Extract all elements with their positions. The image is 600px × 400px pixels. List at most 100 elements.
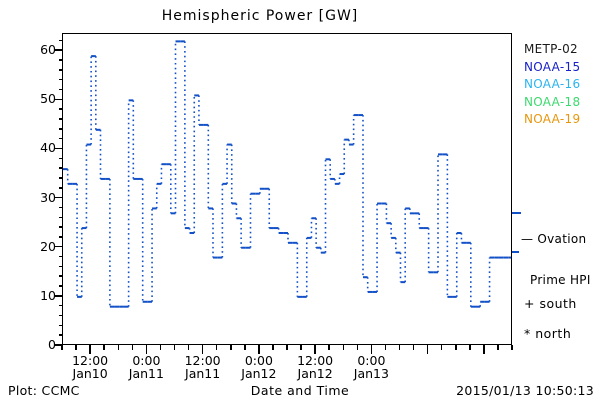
x-tick-label: 0:00 Jan12 [219,354,299,380]
ovation-prime-hpi-trace [63,40,511,308]
x-axis-label: Date and Time [250,383,350,398]
x-tick-minor [497,345,499,350]
y-tick-minor [58,206,63,209]
y-tick-minor [58,187,63,189]
y-tick-minor [58,265,63,268]
x-tick-minor [215,345,218,350]
x-tick-minor [117,345,119,350]
x-tick-minor [103,345,105,350]
y-tick-major [55,196,63,199]
y-tick-minor [58,216,63,218]
y-tick-minor [58,255,63,258]
x-tick-time: 0:00 [357,353,386,368]
y-tick-minor [58,275,63,277]
x-tick-minor [272,345,274,350]
x-tick-label: 12:00 Jan10 [50,354,130,380]
x-tick-time: 0:00 [244,353,273,368]
y-tick-minor [58,236,63,238]
y-tick-label: 40 [40,140,56,156]
x-tick-time: 0:00 [132,353,161,368]
y-tick-minor [58,177,63,179]
y-tick-label: 0 [48,337,56,352]
y-tick-minor [58,88,63,91]
y-tick-major [55,49,63,51]
x-tick-date: Jan13 [353,366,389,381]
y-tick-label: 20 [40,238,56,254]
x-tick-major [145,345,148,354]
x-tick-minor [342,345,344,350]
y-tick-label: 60 [40,42,56,58]
x-tick-minor [131,345,134,350]
x-tick-major [89,345,91,354]
legend-ovation-line2: Prime HPI [530,272,591,287]
x-tick-minor [412,345,415,350]
x-tick-minor [469,345,471,350]
x-tick-minor [328,345,330,350]
y-tick-minor [58,314,63,317]
x-tick-minor [75,345,77,350]
y-axis-tick-labels: 0 10 20 30 40 50 60 [28,0,56,400]
x-tick-major [314,345,316,354]
x-tick-major [201,345,204,354]
y-tick-major [55,147,63,150]
x-tick-date: Jan11 [128,366,164,381]
y-tick-minor [58,108,63,110]
y-tick-minor [58,167,63,169]
x-tick-time: 12:00 [184,353,221,368]
legend-entry-noaa-15: NOAA-15 [524,59,581,74]
x-tick-major [426,345,429,354]
legend-ovation-tick [512,212,521,214]
x-tick-minor [159,345,162,350]
x-tick-label: 12:00 Jan11 [163,354,243,380]
x-tick-date: Jan12 [297,366,333,381]
x-tick-minor [187,345,190,350]
y-tick-minor [58,69,63,71]
footer-plot-source: Plot: CCMC [8,383,80,398]
x-tick-minor [511,345,513,350]
y-tick-major [55,98,63,101]
legend-symbol-south: + south [524,296,577,311]
legend-satellites: METP-02 NOAA-15 NOAA-16 NOAA-18 NOAA-19 [524,41,600,129]
x-tick-minor [398,345,401,350]
x-tick-time: 12:00 [297,353,334,368]
y-tick-label: 30 [40,189,56,205]
y-axis-ticks [54,33,63,346]
y-tick-minor [58,137,63,140]
x-tick-minor [300,345,302,350]
chart-title: Hemispheric Power [GW] [161,8,359,24]
y-tick-label: 50 [40,91,56,107]
x-tick-minor [173,345,176,350]
x-tick-major [483,345,485,354]
y-tick-minor [58,128,63,130]
x-tick-minor [286,345,288,350]
x-tick-date: Jan11 [185,366,221,381]
x-tick-date: Jan12 [241,366,277,381]
y-tick-minor [58,59,63,61]
x-axis-ticks [61,345,513,355]
y-tick-minor [58,39,63,42]
y-tick-minor [58,285,63,287]
x-tick-label: 0:00 Jan13 [331,354,411,380]
y-tick-minor [58,324,63,327]
x-axis-tick-labels: 12:00 Jan10 0:00 Jan11 12:00 Jan11 0:00 Jan12 12… [0,354,600,384]
legend-entry-metp-02: METP-02 [524,42,578,56]
legend-entry-noaa-19: NOAA-19 [524,112,581,126]
y-tick-minor [58,304,63,307]
legend-ovation-tick-lower [512,251,519,253]
y-tick-minor [58,226,63,228]
x-tick-major [258,345,260,354]
y-tick-major [55,245,63,248]
legend-symbol-north: * north [524,326,572,341]
y-tick-minor [58,78,63,81]
x-tick-time: 12:00 [72,353,109,368]
x-tick-minor [356,345,359,350]
x-tick-minor [230,345,232,350]
y-tick-minor [58,334,63,336]
plot-area [62,33,512,345]
x-tick-label: 0:00 Jan11 [106,354,186,380]
legend-ovation-prime: — Ovation Prime HPI [521,206,600,314]
legend-entry-noaa-18: NOAA-18 [524,94,581,109]
x-tick-label: 12:00 Jan12 [275,354,355,380]
x-tick-major [370,345,373,354]
